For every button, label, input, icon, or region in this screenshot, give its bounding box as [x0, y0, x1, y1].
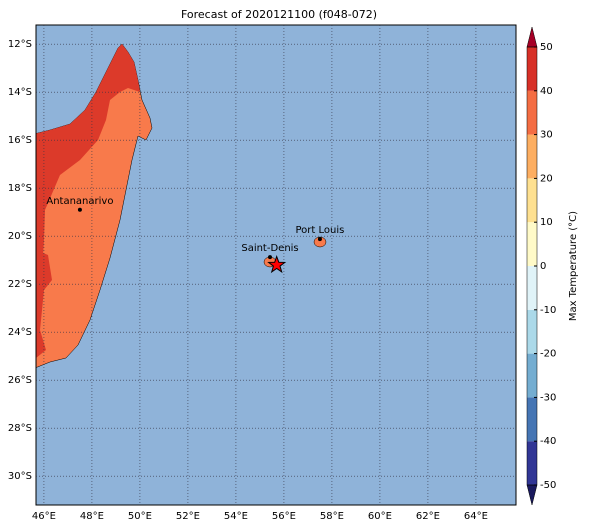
colorbar-under [526, 484, 538, 506]
city-label: Port Louis [295, 225, 344, 236]
colorbar-tick-label: -40 [540, 436, 556, 447]
x-tick-label: 56°E [272, 511, 296, 522]
x-tick-label: 62°E [416, 511, 440, 522]
y-tick-label: 18°S [8, 183, 32, 194]
colorbar-band [527, 90, 537, 135]
x-tick-label: 50°E [128, 511, 152, 522]
y-tick-label: 20°S [8, 231, 32, 242]
x-tick-label: 48°E [80, 511, 104, 522]
colorbar-band [527, 397, 537, 442]
y-tick-label: 12°S [8, 39, 32, 50]
colorbar-over [526, 26, 538, 48]
city-marker [268, 255, 272, 260]
y-tick-label: 24°S [8, 327, 32, 338]
warm-region [36, 250, 52, 358]
city-label: Antananarivo [46, 196, 113, 207]
colorbar-tick-label: 30 [540, 130, 553, 141]
y-tick-label: 30°S [8, 471, 32, 482]
colorbar-tick-label: -10 [540, 305, 556, 316]
x-tick-label: 60°E [368, 511, 392, 522]
y-tick-label: 28°S [8, 423, 32, 434]
x-tick-label: 46°E [32, 511, 56, 522]
x-tick-label: 54°E [224, 511, 248, 522]
y-tick-label: 26°S [8, 375, 32, 386]
colorbar-tick-label: 0 [540, 261, 546, 272]
city-marker [317, 237, 322, 242]
colorbar-band [527, 353, 537, 398]
colorbar-tick-label: 10 [540, 217, 553, 228]
colorbar-tick-label: 20 [540, 173, 553, 184]
colorbar-tick-label: 40 [540, 86, 553, 97]
colorbar-tick-label: -50 [540, 480, 556, 491]
y-tick-label: 22°S [8, 279, 32, 290]
x-tick-label: 58°E [320, 511, 344, 522]
colorbar-band [527, 47, 537, 91]
y-tick-label: 16°S [8, 135, 32, 146]
colorbar-band [527, 441, 537, 485]
land [36, 43, 327, 368]
city-marker [77, 207, 82, 212]
colorbar-band [527, 309, 537, 354]
chart-title: Forecast of 2020121100 (f048-072) [181, 8, 377, 21]
mauritius [313, 236, 327, 248]
colorbar-label: Max Temperature (°C) [568, 211, 579, 321]
colorbar-band [527, 134, 537, 179]
colorbar-tick-label: 50 [540, 42, 553, 53]
colorbar-tick-label: -30 [540, 392, 556, 403]
colorbar-band [527, 222, 537, 266]
map-frame [35, 24, 517, 506]
x-tick-label: 64°E [464, 511, 488, 522]
colorbar-band [527, 266, 537, 310]
y-tick-label: 14°S [8, 87, 32, 98]
colorbar-band [527, 178, 537, 223]
warm-region [36, 44, 140, 300]
x-tick-label: 52°E [176, 511, 200, 522]
colorbar-tick-label: -20 [540, 349, 556, 360]
city-label: Saint-Denis [241, 243, 298, 254]
star-marker [267, 255, 287, 274]
